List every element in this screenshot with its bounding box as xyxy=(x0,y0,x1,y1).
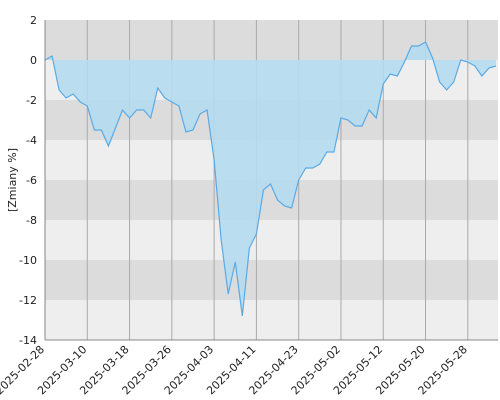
grid-band xyxy=(45,220,498,260)
y-tick-label: -6 xyxy=(26,174,37,187)
area-fill xyxy=(45,42,496,316)
grid-band xyxy=(45,260,498,300)
y-tick-label: -12 xyxy=(19,294,37,307)
y-tick-label: 2 xyxy=(30,14,37,27)
grid-band xyxy=(45,300,498,340)
y-tick-label: -10 xyxy=(19,254,37,267)
y-tick-label: -4 xyxy=(26,134,37,147)
line xyxy=(44,41,497,317)
y-axis-label: [Zmiany %] xyxy=(6,148,19,212)
y-tick-label: -2 xyxy=(26,94,37,107)
y-tick-label: -14 xyxy=(19,334,37,347)
y-tick-label: -8 xyxy=(26,214,37,227)
y-tick-label: 0 xyxy=(30,54,37,67)
